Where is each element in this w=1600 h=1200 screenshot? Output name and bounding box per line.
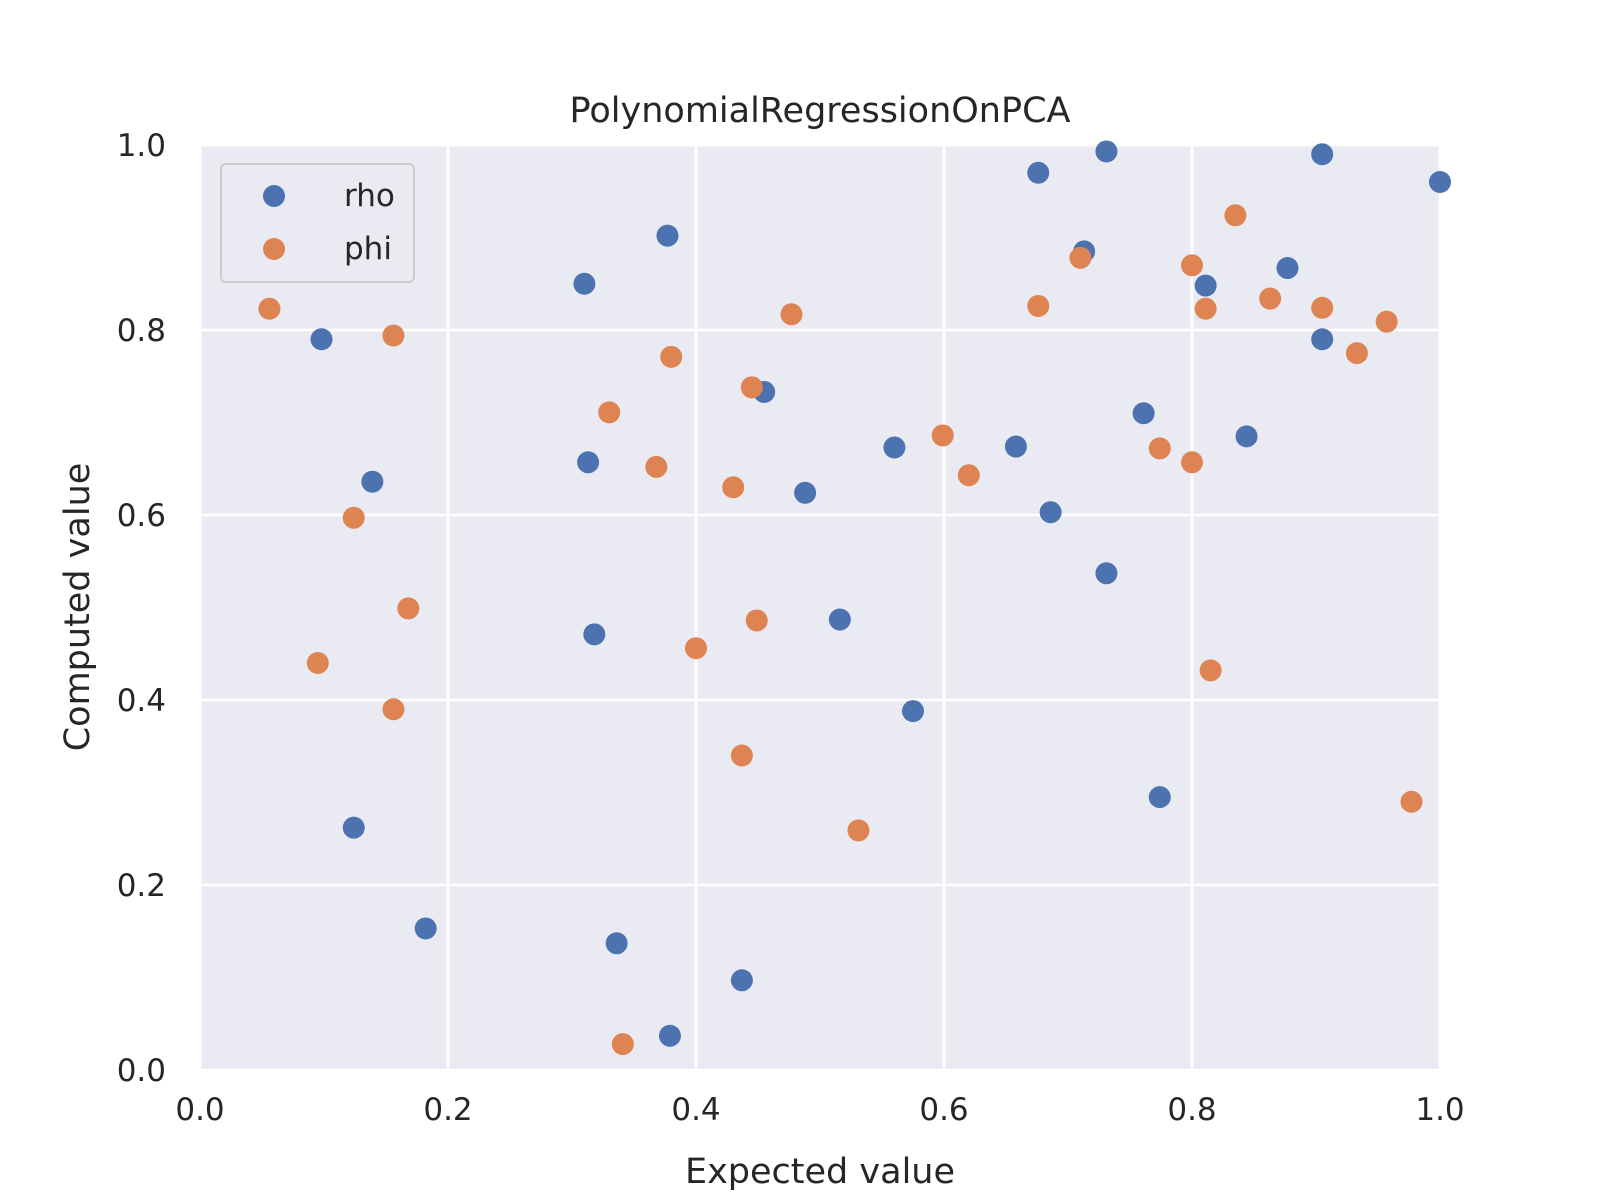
point-rho	[794, 481, 817, 504]
data-points	[258, 140, 1451, 1056]
point-rho	[1095, 562, 1118, 585]
point-phi	[598, 401, 621, 424]
point-rho	[828, 608, 851, 631]
point-phi	[611, 1033, 634, 1056]
point-phi	[1375, 310, 1398, 333]
point-rho	[883, 436, 906, 459]
point-phi	[382, 698, 405, 721]
x-tick-label: 0.0	[175, 1092, 224, 1128]
x-tick-label: 1.0	[1415, 1092, 1464, 1128]
point-phi	[847, 819, 870, 842]
grid-lines	[198, 143, 1442, 1072]
point-rho	[1235, 425, 1258, 448]
x-tick-label: 0.8	[1167, 1092, 1216, 1128]
point-phi	[660, 345, 683, 368]
point-phi	[1194, 297, 1217, 320]
point-rho	[658, 1024, 681, 1047]
point-rho	[1039, 501, 1062, 524]
point-phi	[1259, 287, 1282, 310]
point-rho	[1311, 328, 1334, 351]
point-phi	[740, 376, 763, 399]
plot-area	[200, 145, 1440, 1070]
y-tick-label: 0.0	[117, 1053, 166, 1089]
x-tick-label: 0.4	[671, 1092, 720, 1128]
point-phi	[730, 744, 753, 767]
point-phi	[957, 464, 980, 487]
point-phi	[1181, 451, 1203, 474]
point-phi	[745, 609, 768, 632]
point-phi	[645, 455, 668, 478]
point-phi	[382, 324, 405, 347]
y-tick-label: 1.0	[117, 128, 166, 164]
point-rho	[730, 969, 753, 992]
point-rho	[1148, 786, 1171, 809]
point-phi	[397, 597, 420, 620]
point-rho	[1276, 257, 1299, 280]
point-phi	[1181, 254, 1203, 277]
point-phi	[258, 297, 281, 320]
point-phi	[342, 506, 365, 529]
legend-marker-phi	[263, 238, 285, 260]
point-rho	[310, 328, 333, 351]
point-rho	[577, 451, 600, 474]
legend-label-rho: rho	[344, 178, 395, 214]
point-rho	[605, 932, 628, 955]
point-phi	[1069, 246, 1092, 269]
y-tick-label: 0.6	[117, 498, 166, 534]
point-rho	[573, 272, 596, 295]
point-phi	[722, 476, 745, 499]
point-phi	[1345, 342, 1368, 365]
point-rho	[1027, 161, 1050, 184]
y-axis-label: Computed value	[58, 463, 98, 752]
point-rho	[902, 700, 924, 723]
point-rho	[414, 917, 437, 940]
point-rho	[1429, 171, 1451, 193]
point-rho	[1095, 140, 1118, 163]
point-rho	[361, 470, 384, 493]
point-phi	[1224, 204, 1247, 227]
point-phi	[306, 652, 329, 674]
point-rho	[583, 623, 606, 646]
y-tick-label: 0.8	[117, 313, 166, 349]
y-tick-labels: 0.0 0.2 0.4 0.6 0.8 1.0	[117, 128, 166, 1089]
point-rho	[342, 816, 365, 839]
point-rho	[1194, 274, 1217, 297]
legend: rho phi	[220, 163, 415, 283]
point-rho	[1004, 435, 1027, 458]
point-phi	[780, 303, 803, 326]
point-phi	[1199, 659, 1222, 682]
y-tick-label: 0.4	[117, 683, 166, 719]
point-rho	[1311, 143, 1334, 166]
legend-marker-rho	[263, 185, 285, 207]
x-axis-label: Expected value	[685, 1152, 955, 1192]
x-tick-label: 0.6	[919, 1092, 968, 1128]
x-tick-label: 0.2	[423, 1092, 472, 1128]
point-phi	[931, 424, 954, 447]
point-phi	[1311, 296, 1334, 319]
point-rho	[1132, 402, 1155, 425]
point-phi	[685, 637, 707, 660]
point-rho	[656, 224, 679, 247]
point-phi	[1148, 437, 1171, 460]
x-tick-labels: 0.0 0.2 0.4 0.6 0.8 1.0	[175, 1092, 1464, 1128]
point-phi	[1400, 790, 1423, 813]
y-tick-label: 0.2	[117, 868, 166, 904]
point-phi	[1027, 294, 1050, 317]
legend-label-phi: phi	[344, 231, 392, 267]
chart-title: PolynomialRegressionOnPCA	[570, 91, 1071, 131]
